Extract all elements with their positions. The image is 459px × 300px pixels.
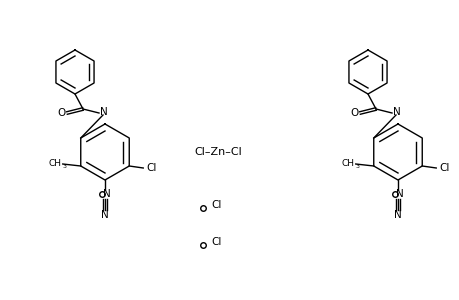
Text: O: O xyxy=(350,108,358,118)
Text: N: N xyxy=(393,210,401,220)
Text: 3: 3 xyxy=(355,164,359,169)
Text: Cl: Cl xyxy=(146,163,156,173)
Text: Cl: Cl xyxy=(211,237,221,247)
Text: N: N xyxy=(395,189,403,199)
Text: O: O xyxy=(58,108,66,118)
Text: 3: 3 xyxy=(62,164,67,169)
Text: N: N xyxy=(103,189,111,199)
Text: Cl: Cl xyxy=(438,163,448,173)
Text: Cl: Cl xyxy=(211,200,221,210)
Text: N: N xyxy=(392,107,400,117)
Text: CH: CH xyxy=(341,160,354,169)
Text: CH: CH xyxy=(49,160,62,169)
Text: N: N xyxy=(100,107,108,117)
Text: N: N xyxy=(101,210,109,220)
Text: Cl–Zn–Cl: Cl–Zn–Cl xyxy=(194,147,241,157)
